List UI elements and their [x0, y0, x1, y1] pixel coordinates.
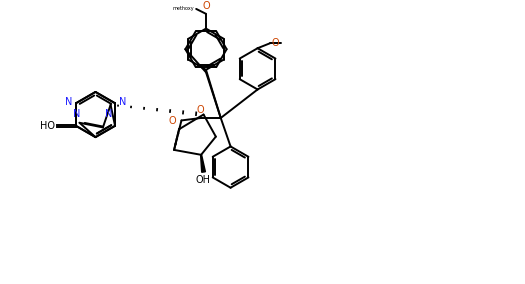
Polygon shape: [201, 155, 205, 172]
Text: N: N: [119, 97, 127, 107]
Text: OH: OH: [195, 176, 210, 185]
Text: N: N: [105, 109, 112, 119]
Text: O: O: [169, 116, 176, 126]
Text: O: O: [272, 38, 279, 48]
Text: O: O: [197, 105, 204, 114]
Text: O: O: [202, 1, 210, 11]
Text: HO: HO: [40, 121, 55, 131]
Text: N: N: [74, 109, 81, 119]
Text: N: N: [65, 97, 72, 107]
Text: methoxy: methoxy: [173, 7, 194, 11]
